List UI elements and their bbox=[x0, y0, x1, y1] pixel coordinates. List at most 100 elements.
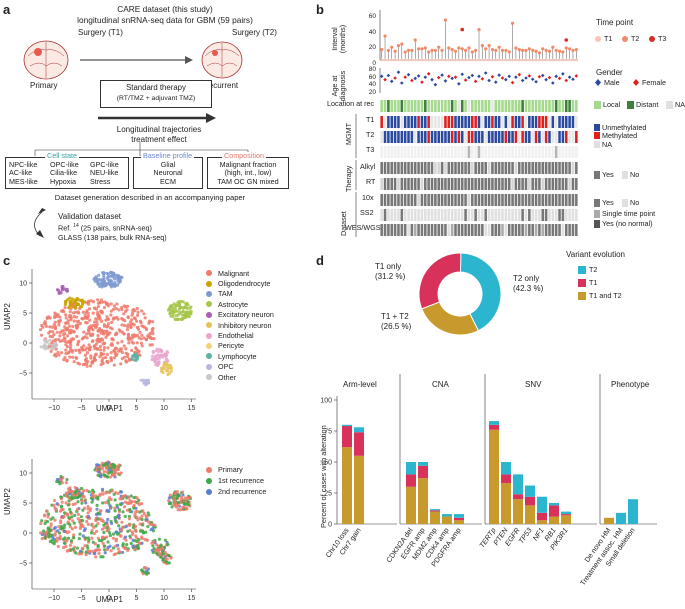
legend-time-title: Time point bbox=[596, 18, 634, 27]
heatmap-cell bbox=[538, 224, 541, 236]
heatmap-cell bbox=[491, 162, 494, 174]
heatmap-cell bbox=[561, 100, 565, 112]
umap-point bbox=[69, 318, 73, 322]
heatmap-cell bbox=[430, 146, 434, 158]
heatmap-cell bbox=[413, 178, 417, 190]
cell-state-box: NPC-like AC-like MES-like OPC-like Cilia… bbox=[5, 157, 129, 189]
heatmap-cell bbox=[497, 146, 501, 158]
umap-point bbox=[124, 525, 128, 529]
umap-point bbox=[130, 348, 134, 353]
umap-point bbox=[85, 351, 90, 355]
umap-point bbox=[62, 310, 66, 314]
heatmap-cell bbox=[501, 131, 504, 143]
umap-point bbox=[168, 371, 172, 375]
umap-point bbox=[133, 528, 137, 532]
heatmap-cell bbox=[494, 116, 498, 128]
heatmap-cell bbox=[393, 194, 397, 206]
heatmap-cell bbox=[524, 224, 528, 236]
heatmap-cell bbox=[457, 131, 461, 143]
heatmap-cell bbox=[548, 146, 551, 158]
umap-point bbox=[163, 363, 167, 367]
umap-point bbox=[64, 316, 68, 320]
umap-point bbox=[50, 538, 54, 542]
heatmap-cell bbox=[561, 224, 565, 236]
umap-point bbox=[79, 552, 83, 556]
umap-point bbox=[75, 507, 80, 512]
heatmap-cell bbox=[390, 116, 394, 128]
interval-t1-point bbox=[413, 58, 417, 62]
interval-t2-point bbox=[440, 48, 444, 53]
umap-point bbox=[66, 319, 70, 323]
heatmap-cell bbox=[417, 209, 420, 221]
heatmap-cell bbox=[444, 116, 447, 128]
umap-point bbox=[168, 366, 172, 370]
heatmap-cell bbox=[437, 162, 441, 174]
umap-point bbox=[85, 316, 90, 320]
heatmap-cell bbox=[400, 162, 404, 174]
heatmap-cell bbox=[517, 116, 521, 128]
umap-point bbox=[112, 356, 116, 360]
interval-t1-point bbox=[447, 58, 451, 62]
heatmap-cell bbox=[501, 146, 504, 158]
heatmap-cell bbox=[548, 131, 551, 143]
bar-t2 bbox=[342, 424, 352, 427]
heatmap-cell bbox=[514, 224, 518, 236]
umap-point bbox=[73, 496, 77, 500]
row-t2: T2 bbox=[366, 130, 375, 139]
umap-point bbox=[133, 524, 138, 529]
interval-t1-point bbox=[571, 58, 575, 62]
umap-point bbox=[78, 532, 82, 536]
umap-point bbox=[69, 489, 73, 493]
umap-point bbox=[119, 502, 123, 507]
umap-point bbox=[51, 535, 55, 539]
heatmap-cell bbox=[410, 194, 414, 206]
umap-point bbox=[118, 497, 122, 501]
cell-state-col3: GPC-like NEU-like Stress bbox=[90, 160, 119, 186]
heatmap-cell bbox=[514, 178, 518, 190]
heatmap-cell bbox=[440, 116, 444, 128]
umap-point bbox=[45, 346, 49, 350]
legend-t1-dot bbox=[595, 36, 601, 42]
umap-point bbox=[84, 553, 88, 557]
umap-point bbox=[171, 306, 175, 310]
umap-point bbox=[157, 360, 161, 364]
heatmap-cell bbox=[447, 100, 451, 112]
heatmap-cell bbox=[407, 178, 410, 190]
heatmap-cell bbox=[511, 224, 514, 236]
umap-point bbox=[54, 354, 58, 358]
heatmap-cell bbox=[507, 178, 511, 190]
umap-point bbox=[124, 359, 128, 364]
legend-time-t3: T3 bbox=[658, 34, 667, 43]
umap-point bbox=[117, 508, 121, 512]
umap-point bbox=[68, 543, 73, 547]
umap-point bbox=[170, 308, 175, 312]
heatmap-cell bbox=[407, 100, 410, 112]
age-point bbox=[564, 78, 569, 83]
umap-ytick-label: −5 bbox=[19, 561, 27, 568]
heatmap-cell bbox=[504, 162, 508, 174]
umap-point bbox=[100, 319, 104, 323]
umap-point bbox=[125, 304, 130, 308]
heatmap-cell bbox=[387, 131, 390, 143]
interval-t2-point bbox=[571, 48, 575, 53]
heatmap-cell bbox=[481, 131, 484, 143]
interval-t2-point bbox=[484, 47, 488, 51]
heatmap-cell bbox=[407, 209, 410, 221]
umap-point bbox=[91, 540, 95, 544]
legend-dot bbox=[206, 342, 212, 349]
legend-variant-t2-swatch bbox=[578, 266, 586, 274]
umap-point bbox=[150, 357, 154, 362]
umap-point bbox=[86, 511, 90, 515]
heatmap-cell bbox=[507, 162, 511, 174]
interval-t2-point bbox=[521, 48, 525, 53]
umap-point bbox=[144, 569, 149, 573]
bar-t2 bbox=[418, 462, 428, 466]
bar-t1-and-t2 bbox=[537, 520, 547, 524]
heatmap-cell bbox=[544, 116, 548, 128]
umap-point bbox=[120, 323, 124, 327]
legend-male: Male bbox=[604, 78, 620, 87]
umap-point bbox=[157, 537, 162, 541]
heatmap-cell bbox=[393, 100, 397, 112]
interval-t2-point bbox=[380, 48, 384, 52]
umap-point bbox=[45, 339, 50, 343]
